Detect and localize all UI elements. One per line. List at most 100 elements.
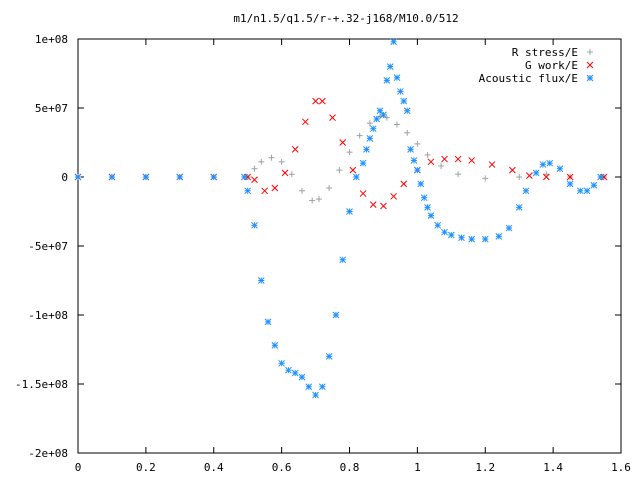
data-point — [441, 228, 448, 236]
x-tick-label: 1.4 — [543, 461, 563, 474]
data-point — [326, 185, 333, 192]
x-tick-label: 1.6 — [611, 461, 631, 474]
data-point — [394, 121, 401, 128]
data-point — [414, 166, 421, 174]
data-point — [522, 187, 530, 195]
data-point — [291, 146, 299, 153]
data-point — [488, 161, 496, 168]
data-point — [583, 187, 591, 195]
data-point — [543, 171, 550, 178]
data-point — [346, 149, 353, 156]
data-point — [576, 187, 584, 195]
legend-marker — [586, 74, 594, 82]
data-point — [546, 159, 554, 167]
data-point — [556, 165, 564, 173]
data-point — [210, 173, 218, 181]
data-point — [278, 158, 285, 165]
data-point — [597, 173, 604, 181]
y-tick-label: -5e+07 — [28, 240, 68, 253]
data-point — [244, 187, 252, 195]
data-point — [366, 120, 373, 127]
y-tick-label: 1e+08 — [35, 33, 68, 46]
data-point — [441, 155, 448, 163]
data-point — [74, 173, 82, 181]
data-point — [285, 366, 292, 374]
y-tick-label: 5e+07 — [35, 102, 68, 115]
data-point — [369, 125, 377, 133]
data-point — [427, 212, 435, 219]
series-layer — [74, 38, 608, 399]
data-point — [359, 159, 367, 167]
data-point — [539, 161, 547, 168]
data-point — [458, 234, 465, 242]
data-point — [532, 169, 540, 177]
data-point — [329, 114, 336, 122]
data-point — [176, 173, 184, 181]
data-point — [268, 154, 275, 161]
data-point — [261, 187, 269, 195]
legend-marker — [586, 61, 594, 69]
data-point — [438, 162, 445, 169]
data-point — [482, 175, 489, 182]
data-point — [390, 38, 397, 46]
data-point — [417, 180, 425, 188]
data-point — [566, 180, 574, 188]
data-point — [383, 114, 390, 121]
data-point — [403, 107, 411, 115]
data-point — [278, 359, 285, 367]
data-point — [302, 118, 309, 126]
x-tick-label: 1 — [414, 461, 421, 474]
data-point — [257, 277, 265, 284]
data-point — [312, 391, 319, 399]
x-tick-label: 0.4 — [204, 461, 224, 474]
data-point — [481, 235, 489, 243]
data-point — [542, 173, 550, 181]
data-point — [447, 231, 455, 239]
data-point — [390, 192, 397, 200]
data-point — [251, 221, 258, 229]
data-point — [346, 208, 353, 215]
data-point — [142, 173, 150, 181]
data-point — [108, 173, 116, 181]
data-point — [332, 311, 340, 319]
x-tick-label: 1.2 — [475, 461, 495, 474]
data-point — [566, 173, 574, 181]
data-point — [434, 221, 442, 229]
legend-marker — [587, 49, 593, 55]
data-point — [315, 196, 322, 203]
data-point — [424, 204, 431, 211]
series-2 — [74, 38, 604, 399]
x-tick-label: 0.6 — [272, 461, 292, 474]
data-point — [468, 235, 476, 243]
data-point — [468, 157, 476, 164]
data-point — [454, 155, 462, 163]
data-point — [386, 63, 394, 70]
y-tick-label: 0 — [61, 171, 68, 184]
data-point — [325, 353, 333, 360]
data-point — [380, 111, 387, 119]
data-point — [397, 88, 404, 95]
data-point — [318, 383, 326, 391]
data-point — [264, 318, 272, 326]
data-point — [356, 132, 363, 139]
y-tick-label: -2e+08 — [28, 447, 68, 460]
data-point — [383, 77, 391, 84]
data-point — [455, 171, 462, 178]
data-point — [590, 181, 598, 189]
data-point — [318, 97, 326, 105]
data-point — [251, 176, 258, 184]
y-tick-label: -1.5e+08 — [15, 378, 68, 391]
data-point — [526, 172, 533, 179]
legend-label: R stress/E — [512, 46, 578, 59]
data-point — [509, 166, 516, 174]
data-point — [309, 197, 316, 204]
data-point — [336, 167, 343, 174]
data-point — [258, 158, 265, 165]
x-axis: 0 0.2 0.4 0.6 0.8 1 1.2 1.4 1.6 — [75, 39, 631, 474]
legend-label: G work/E — [525, 59, 578, 72]
data-point — [363, 146, 370, 153]
chart-title: m1/n1.5/q1.5/r-+.32-j168/M10.0/512 — [233, 12, 458, 25]
x-tick-label: 0.8 — [340, 461, 360, 474]
data-point — [298, 373, 306, 381]
data-point — [369, 201, 377, 208]
